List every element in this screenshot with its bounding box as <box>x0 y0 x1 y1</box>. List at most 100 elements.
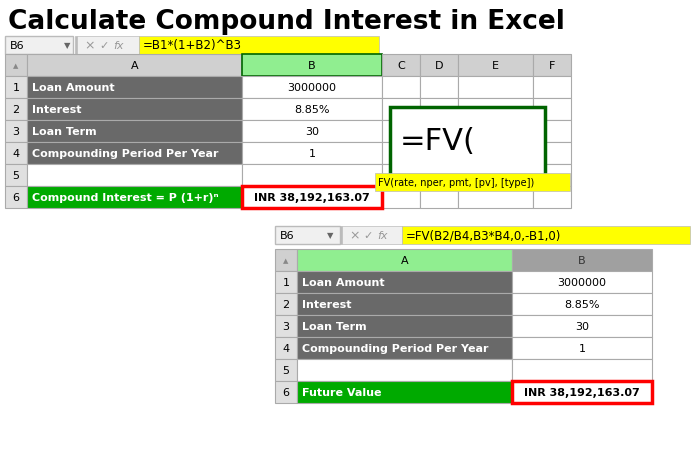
Bar <box>533 99 571 121</box>
Bar <box>533 187 571 208</box>
Text: =FV(B2/B4,B3*B4,0,-B1,0): =FV(B2/B4,B3*B4,0,-B1,0) <box>406 229 561 242</box>
Text: Calculate Compound Interest in Excel: Calculate Compound Interest in Excel <box>8 9 565 35</box>
Text: 1: 1 <box>283 277 290 287</box>
Bar <box>275 249 297 272</box>
Bar <box>242 143 382 165</box>
Text: F: F <box>549 61 555 71</box>
Bar <box>458 55 533 77</box>
Bar <box>382 165 420 187</box>
Text: ✓: ✓ <box>363 230 373 240</box>
Text: B: B <box>578 255 586 265</box>
Bar <box>390 108 545 175</box>
Bar <box>340 226 342 244</box>
Text: ×: × <box>85 39 95 52</box>
Text: Loan Term: Loan Term <box>32 127 96 137</box>
Text: Loan Amount: Loan Amount <box>32 83 114 93</box>
Bar <box>27 99 242 121</box>
Text: ▲: ▲ <box>283 258 289 263</box>
Text: 30: 30 <box>575 321 589 331</box>
Bar <box>297 249 512 272</box>
Text: 6: 6 <box>283 387 290 397</box>
Bar <box>512 293 652 315</box>
Bar <box>5 99 27 121</box>
Bar <box>27 77 242 99</box>
Bar <box>375 174 570 192</box>
Bar <box>512 249 652 272</box>
Text: ▼: ▼ <box>327 231 333 240</box>
Text: fx: fx <box>377 230 387 240</box>
Text: ✓: ✓ <box>99 41 109 51</box>
Text: 3000000: 3000000 <box>288 83 337 93</box>
Bar <box>27 187 242 208</box>
Text: 30: 30 <box>305 127 319 137</box>
Bar <box>458 77 533 99</box>
Bar <box>27 165 242 187</box>
Text: 3: 3 <box>283 321 290 331</box>
Bar <box>297 293 512 315</box>
Text: 8.85%: 8.85% <box>295 105 330 115</box>
Bar <box>420 121 458 143</box>
Bar <box>5 55 27 77</box>
Bar <box>275 359 297 381</box>
Text: fx: fx <box>113 41 123 51</box>
Bar <box>297 381 512 403</box>
Text: Future Value: Future Value <box>302 387 382 397</box>
Bar <box>5 121 27 143</box>
Bar <box>420 187 458 208</box>
Text: 5: 5 <box>12 170 19 180</box>
Bar <box>242 121 382 143</box>
Bar <box>275 293 297 315</box>
Bar <box>297 315 512 337</box>
Bar <box>275 272 297 293</box>
Bar <box>512 315 652 337</box>
Bar <box>458 187 533 208</box>
Bar <box>382 187 420 208</box>
Bar <box>512 272 652 293</box>
Text: B: B <box>308 61 316 71</box>
Bar <box>382 99 420 121</box>
Bar <box>402 226 690 244</box>
Text: 3000000: 3000000 <box>557 277 606 287</box>
Text: C: C <box>397 61 405 71</box>
Text: Compounding Period Per Year: Compounding Period Per Year <box>302 343 489 353</box>
Bar <box>382 143 420 165</box>
Bar <box>420 143 458 165</box>
Text: ×: × <box>350 229 360 242</box>
Bar <box>75 37 77 55</box>
Bar <box>533 121 571 143</box>
Bar <box>242 165 382 187</box>
Bar <box>5 77 27 99</box>
Text: Compound Interest = P (1+r)ⁿ: Compound Interest = P (1+r)ⁿ <box>32 193 218 202</box>
Text: =FV(: =FV( <box>400 127 476 156</box>
Bar <box>512 359 652 381</box>
Bar <box>297 337 512 359</box>
Bar <box>512 381 652 403</box>
Bar <box>27 143 242 165</box>
Text: E: E <box>492 61 499 71</box>
Bar <box>458 99 533 121</box>
Text: INR 38,192,163.07: INR 38,192,163.07 <box>254 193 370 202</box>
Bar <box>297 272 512 293</box>
Text: =B1*(1+B2)^B3: =B1*(1+B2)^B3 <box>143 39 242 52</box>
Text: Loan Amount: Loan Amount <box>302 277 385 287</box>
Text: 4: 4 <box>12 149 19 159</box>
Bar <box>242 99 382 121</box>
Bar <box>458 143 533 165</box>
Text: INR 38,192,163.07: INR 38,192,163.07 <box>524 387 640 397</box>
Text: 3: 3 <box>12 127 19 137</box>
Text: 1: 1 <box>579 343 586 353</box>
Bar <box>242 187 382 208</box>
Text: 1: 1 <box>308 149 315 159</box>
Bar <box>5 143 27 165</box>
Text: 8.85%: 8.85% <box>564 299 599 309</box>
Text: 2: 2 <box>283 299 290 309</box>
Bar <box>420 165 458 187</box>
Bar <box>275 226 340 244</box>
Bar <box>5 187 27 208</box>
Bar <box>512 337 652 359</box>
Text: FV(rate, nper, pmt, [pv], [type]): FV(rate, nper, pmt, [pv], [type]) <box>378 178 534 188</box>
Bar <box>382 121 420 143</box>
Bar <box>275 337 297 359</box>
Text: 6: 6 <box>12 193 19 202</box>
Bar <box>27 55 242 77</box>
